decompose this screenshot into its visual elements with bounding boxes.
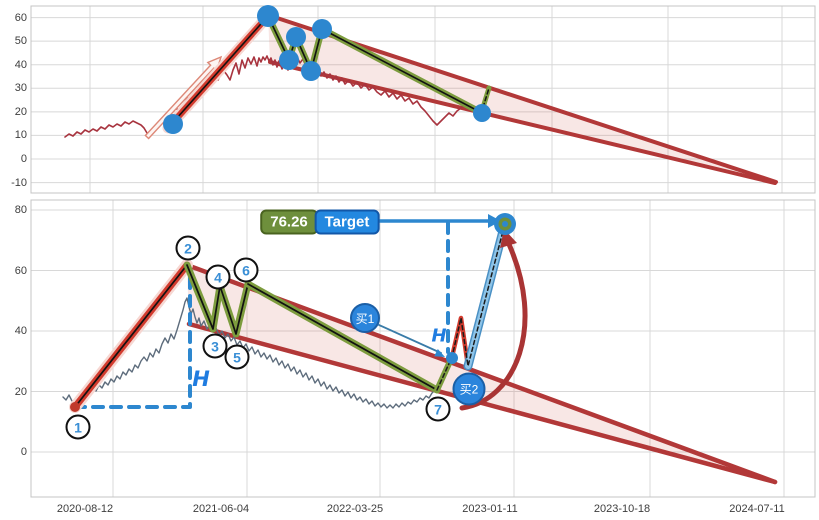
y-tick-label: 30 bbox=[14, 82, 27, 95]
y-tick-label: 0 bbox=[20, 153, 27, 165]
x-tick-label: 2022-03-25 bbox=[326, 503, 384, 515]
overview-panel-wedge-lower-line bbox=[268, 60, 777, 185]
y-tick-label: 20 bbox=[14, 385, 27, 398]
buy1-badge: 买1 bbox=[350, 303, 380, 333]
buy2-badge: 买2 bbox=[452, 372, 486, 406]
detail-panel-buy1-pointer-line bbox=[378, 324, 442, 354]
overview-panel-downtrend-line bbox=[321, 28, 483, 114]
wave-point-4: 4 bbox=[205, 264, 231, 290]
x-tick-label: 2020-08-12 bbox=[56, 503, 114, 515]
y-tick-label: 60 bbox=[14, 264, 27, 277]
detail-panel-impulse-line bbox=[74, 264, 188, 408]
overview-panel-price-line bbox=[64, 55, 482, 138]
detail-panel-h1-measure-dashed bbox=[73, 266, 192, 409]
detail-panel-downtrend-line bbox=[247, 283, 438, 391]
overview-panel-pivot-dots bbox=[473, 104, 491, 122]
y-tick-label: 40 bbox=[14, 58, 27, 71]
detail-panel-p1-dot bbox=[70, 402, 80, 412]
y-tick-label: 80 bbox=[14, 204, 27, 216]
target-label-badge: Target bbox=[314, 209, 380, 235]
wave-point-3: 3 bbox=[202, 333, 228, 359]
overview-panel-pivot-dots bbox=[312, 19, 332, 39]
x-tick-label: 2021-06-04 bbox=[192, 503, 250, 515]
x-tick-label: 2024-07-11 bbox=[729, 503, 785, 515]
detail-panel-target-marker-core bbox=[502, 221, 508, 227]
overview-panel-pivot-dots bbox=[163, 114, 183, 134]
detail-panel-projection-dashed-overlay bbox=[436, 226, 505, 391]
overview-panel-impulse-line bbox=[167, 15, 269, 129]
height-label-2: H bbox=[431, 325, 447, 347]
target-price-badge: 76.26 bbox=[260, 209, 318, 235]
overview-panel-pivot-dots bbox=[257, 5, 279, 27]
detail-panel-frame bbox=[30, 199, 816, 498]
y-tick-label: -10 bbox=[11, 176, 27, 189]
detail-panel-curve-arrow bbox=[459, 239, 528, 411]
y-tick-label: 40 bbox=[14, 325, 27, 337]
wave-point-1: 1 bbox=[65, 414, 91, 440]
x-tick-label: 2023-10-18 bbox=[593, 503, 651, 515]
y-tick-label: 10 bbox=[14, 129, 27, 142]
detail-panel-buy1-pointer-arrowhead bbox=[434, 349, 445, 357]
x-tick-label: 2023-01-11 bbox=[462, 503, 518, 515]
wave-point-7: 7 bbox=[425, 396, 451, 422]
y-tick-label: 0 bbox=[20, 446, 27, 458]
height-label-1: H bbox=[192, 367, 210, 391]
detail-panel-breakout-dot bbox=[446, 352, 458, 364]
overview-panel-outlined-arrow bbox=[144, 55, 223, 140]
y-tick-label: 60 bbox=[14, 11, 27, 24]
overview-panel-pivot-dots bbox=[301, 61, 321, 81]
y-tick-label: 20 bbox=[14, 105, 27, 118]
detail-panel-price-line bbox=[62, 297, 439, 409]
wave-point-5: 5 bbox=[224, 344, 250, 370]
wave-point-2: 2 bbox=[175, 235, 201, 261]
y-tick-label: 50 bbox=[14, 35, 27, 48]
overview-panel-frame bbox=[30, 5, 816, 194]
overview-panel-pivot-dots bbox=[286, 27, 306, 47]
wave-point-6: 6 bbox=[233, 257, 259, 283]
overview-panel-pivot-dots bbox=[279, 50, 299, 70]
